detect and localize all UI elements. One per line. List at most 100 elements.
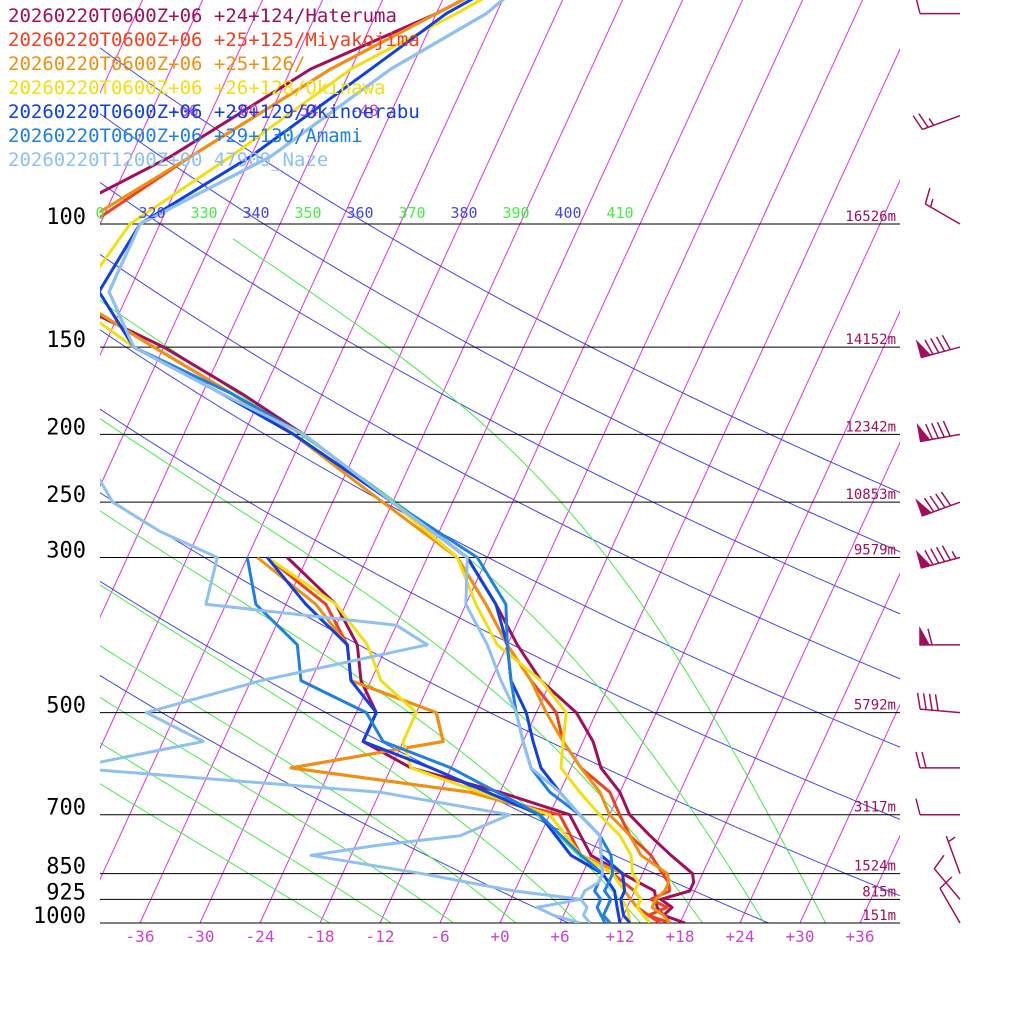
- isotherm-line: [100, 0, 384, 619]
- legend-entry: 20260220T0600Z+06 +25+126/: [8, 53, 306, 75]
- isotherm-line: [100, 0, 144, 95]
- temperature-line-6: [107, 0, 605, 923]
- dry-adiabat-line: [100, 253, 900, 680]
- legend-entry: 20260220T0600Z+06 +24+124/Hateruma: [8, 5, 397, 27]
- height-label: 9579m: [854, 543, 896, 559]
- temperature-tick-label: -36: [126, 927, 155, 946]
- dry-adiabat-line: [100, 674, 570, 923]
- wind-barb: [912, 113, 961, 131]
- dry-adiabat-lines: [100, 47, 900, 923]
- theta-label: 380: [450, 204, 477, 222]
- temperature-tick-label: +24: [726, 927, 755, 946]
- isotherm-line: [100, 0, 264, 357]
- isotherm-line: [259, 0, 684, 923]
- isotherm-upper-label: -60: [230, 101, 259, 120]
- pressure-label: 200: [46, 415, 86, 440]
- theta-label: 0: [95, 204, 104, 222]
- pressure-label: 300: [46, 539, 86, 564]
- height-label: 10853m: [845, 487, 896, 503]
- pressure-label: 100: [46, 205, 86, 230]
- wind-barb: [915, 334, 961, 359]
- temperature-tick-label: -12: [366, 927, 395, 946]
- moist-adiabat-line: [100, 696, 455, 923]
- isotherm-line: [499, 48, 900, 923]
- pressure-label: 1000: [33, 904, 86, 929]
- theta-label: 340: [242, 204, 269, 222]
- theta-label: 370: [398, 204, 425, 222]
- legend-entry: 20260220T0600Z+06 +28+129/Okinoerabu: [8, 101, 420, 123]
- theta-label: 390: [502, 204, 529, 222]
- isotherm-line: [319, 0, 744, 923]
- moist-adiabat-line: [100, 417, 704, 923]
- temperature-tick-label: +12: [606, 927, 635, 946]
- isotherm-line: [139, 0, 564, 923]
- wind-barb: [915, 751, 960, 769]
- wind-barbs: [912, 0, 961, 924]
- theta-label: 320: [138, 204, 165, 222]
- dry-adiabat-line: [100, 113, 900, 553]
- moist-adiabat-lines: [100, 238, 827, 923]
- height-label: 151m: [862, 908, 896, 924]
- isotherm-line: [100, 0, 444, 750]
- isotherm-line: [619, 310, 900, 923]
- temperature-tick-label: -6: [430, 927, 449, 946]
- wind-barb: [915, 491, 961, 517]
- isotherm-line: [100, 0, 504, 881]
- isotherm-line: [100, 0, 324, 488]
- legend-entry: 20260220T0600Z+06 +25+125/Miyakojima: [8, 29, 420, 51]
- wind-barb: [933, 854, 961, 900]
- dry-adiabat-line: [100, 408, 900, 820]
- moist-adiabat-line: [100, 584, 579, 923]
- wind-barb: [915, 798, 960, 816]
- legend-entry: 20260220T0600Z+06 +26+128/Okinawa: [8, 77, 386, 99]
- height-label: 1524m: [854, 859, 896, 875]
- temperature-line-3: [100, 0, 652, 923]
- wind-barb: [916, 692, 961, 714]
- moist-adiabat-line: [100, 783, 331, 923]
- moist-adiabat-line: [100, 510, 642, 923]
- pressure-label: 250: [46, 483, 86, 508]
- temperature-tick-label: -24: [246, 927, 275, 946]
- wind-barb: [924, 187, 961, 225]
- legend-entry: 20260220T0600Z+06 +29+130/Amami: [8, 125, 363, 147]
- isotherm-line: [679, 441, 900, 923]
- pressure-label: 700: [46, 796, 86, 821]
- wind-barb: [915, 545, 961, 569]
- isotherm-line: [739, 572, 900, 923]
- dry-adiabat-line: [100, 580, 770, 923]
- dry-adiabat-line: [100, 329, 900, 748]
- dewpoint-line-6: [100, 477, 583, 923]
- temperature-tick-label: +18: [666, 927, 695, 946]
- isotherm-upper-label: -66: [170, 101, 199, 120]
- dry-adiabat-line: [100, 492, 900, 897]
- theta-label: 350: [294, 204, 321, 222]
- dewpoint-line-4: [266, 556, 622, 923]
- wind-barb: [915, 0, 960, 15]
- isotherm-line: [859, 834, 900, 923]
- temperature-tick-label: -18: [306, 927, 335, 946]
- height-label: 815m: [862, 884, 896, 900]
- wind-barb: [916, 420, 961, 443]
- pressure-label: 925: [46, 880, 86, 905]
- height-label: 12342m: [845, 419, 896, 435]
- sounding-profiles: [100, 0, 696, 923]
- height-label: 3117m: [854, 800, 896, 816]
- dry-adiabat-line: [100, 181, 900, 615]
- height-label: 5792m: [854, 698, 896, 714]
- isotherm-upper-label: -48: [350, 101, 379, 120]
- isotherm-lines: [100, 0, 900, 923]
- temperature-line-0: [100, 0, 696, 923]
- theta-label: 360: [346, 204, 373, 222]
- isotherm-line: [799, 703, 900, 923]
- isotherm-line: [100, 0, 204, 226]
- dewpoint-line-5: [245, 557, 607, 923]
- pressure-label: 850: [46, 855, 86, 880]
- isotherm-line: [379, 0, 804, 923]
- isotherm-line: [559, 179, 900, 923]
- height-label: 16526m: [845, 209, 896, 225]
- theta-label: 410: [606, 204, 633, 222]
- height-label: 14152m: [845, 332, 896, 348]
- temperature-tick-label: +6: [550, 927, 569, 946]
- moist-adiabat-line: [232, 238, 827, 923]
